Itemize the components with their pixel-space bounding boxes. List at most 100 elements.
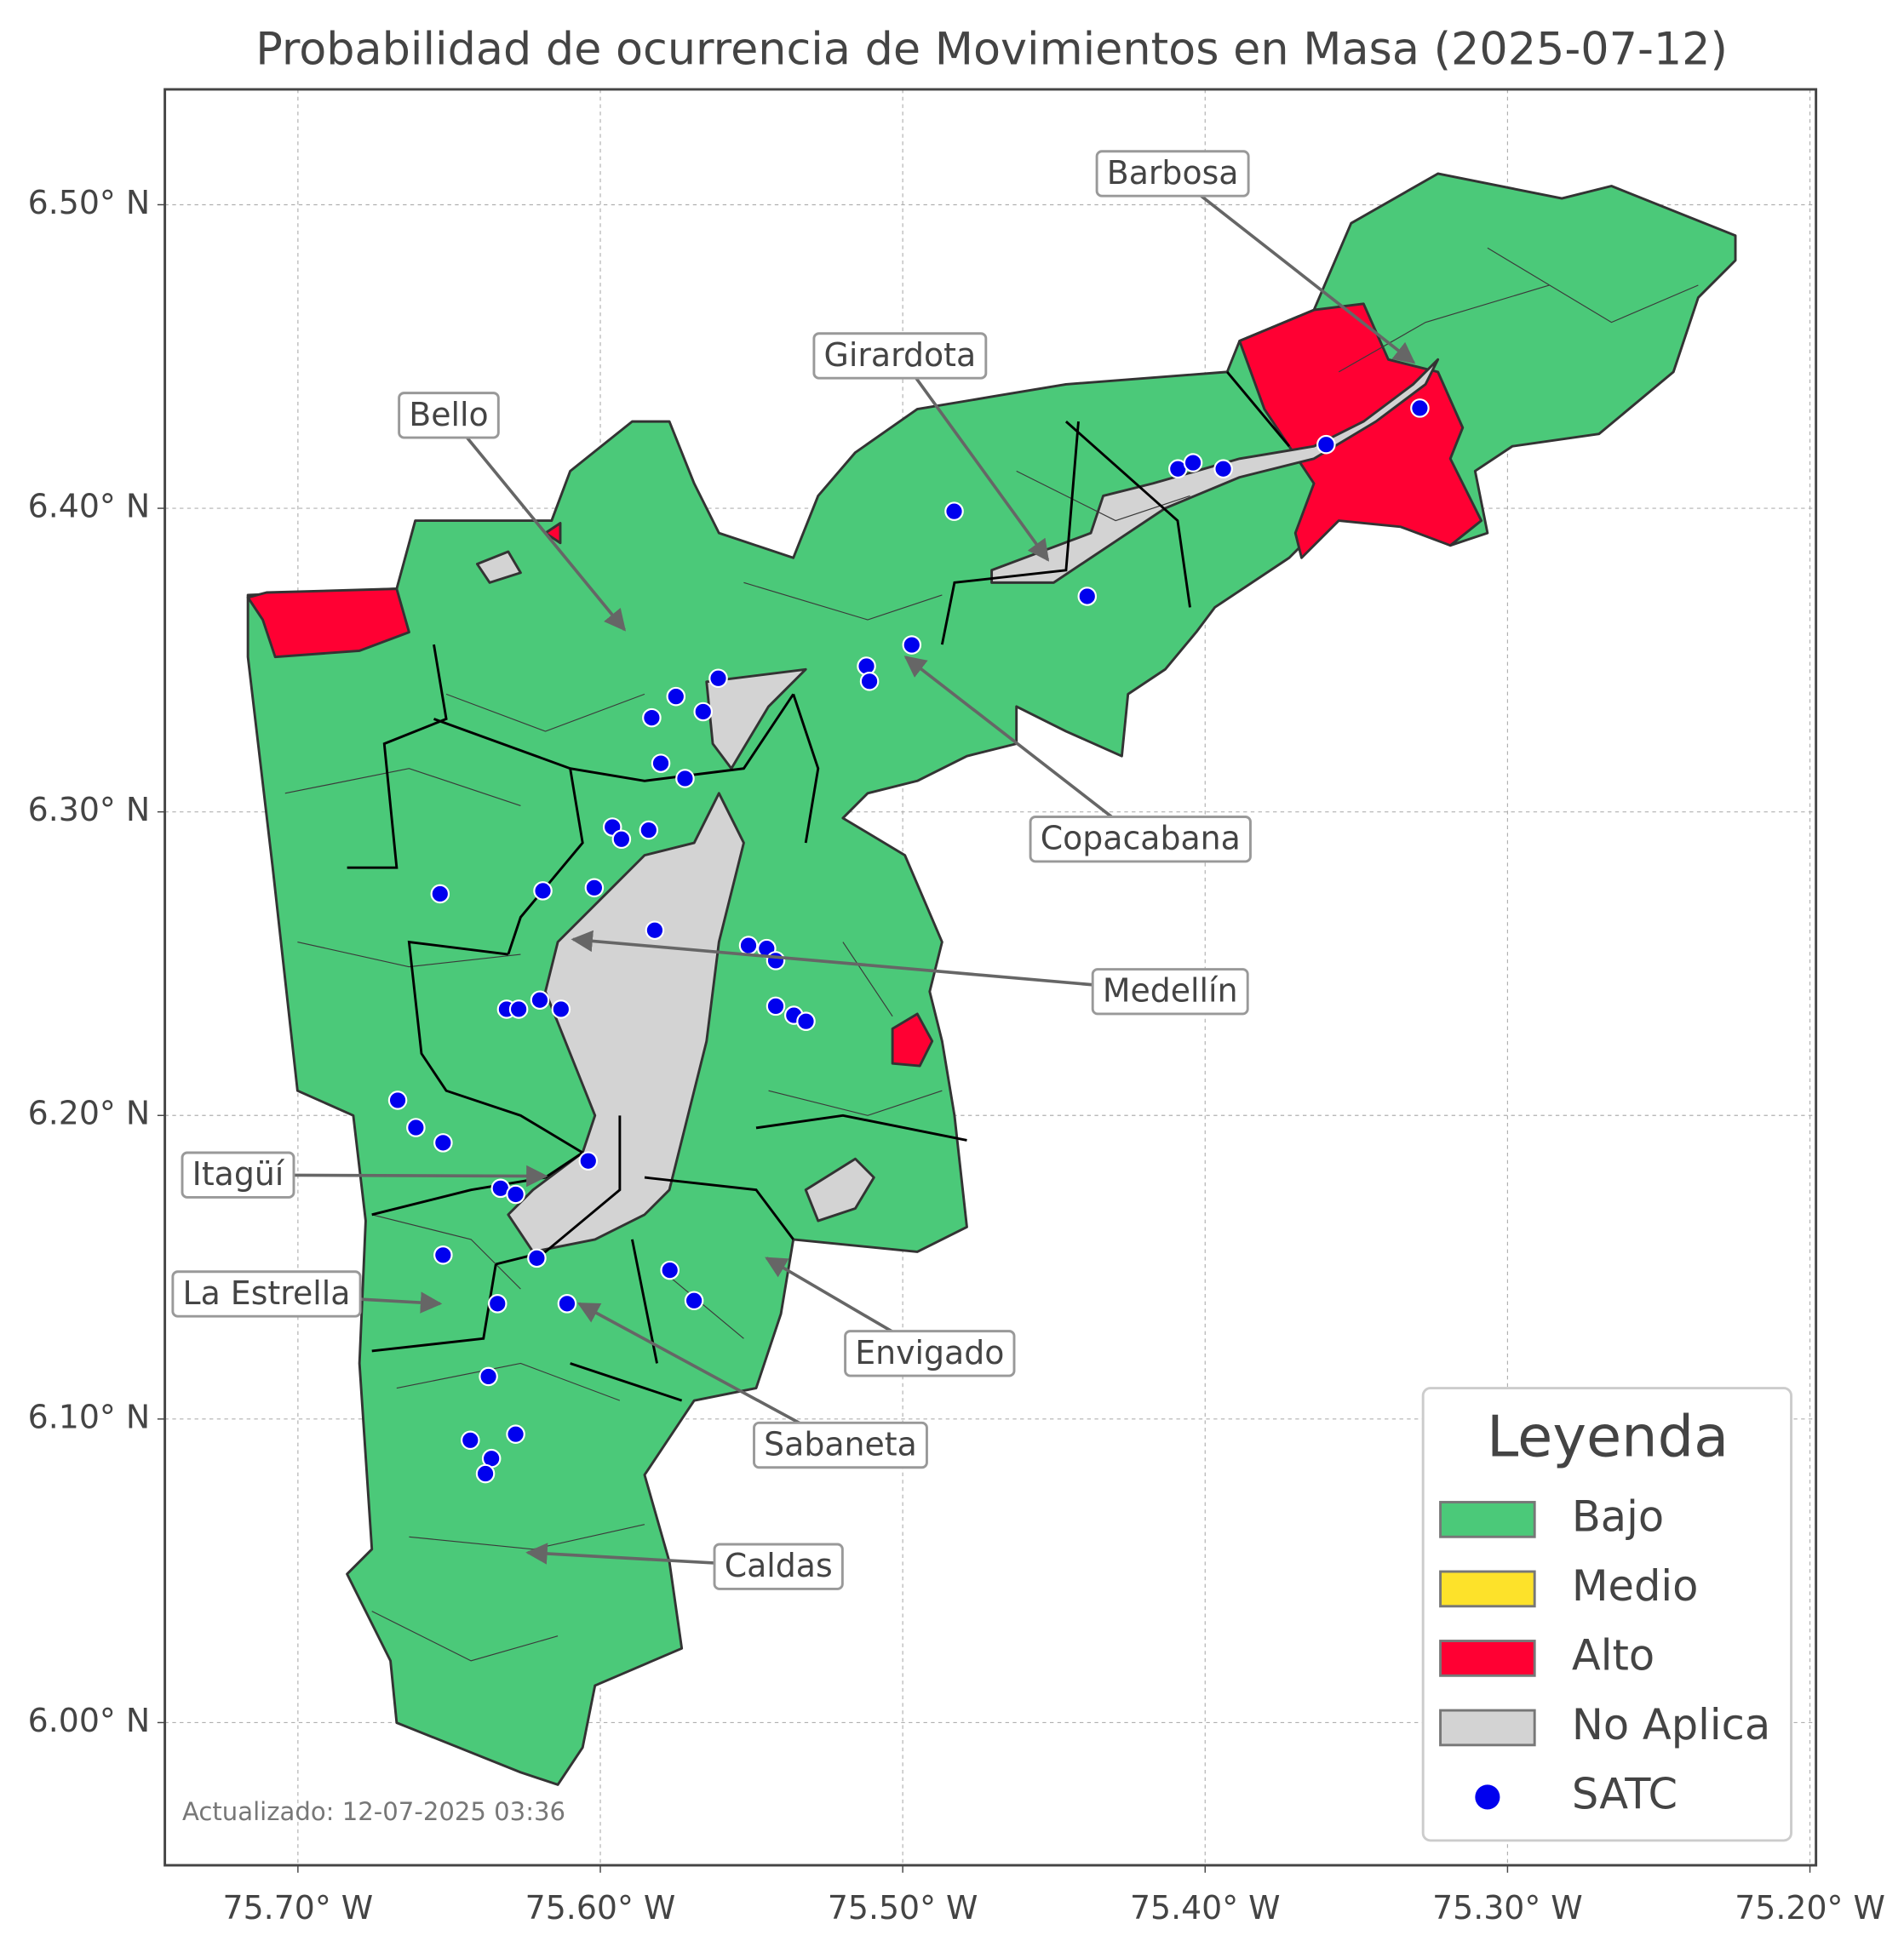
- annotation-label: Itagüí: [192, 1155, 285, 1193]
- satc-point: [430, 884, 450, 904]
- satc-point: [530, 990, 550, 1011]
- plot-frame: [163, 88, 1818, 1867]
- satc-point: [684, 1291, 704, 1311]
- annotation-label: Bello: [409, 396, 488, 433]
- annotation-label: Sabaneta: [764, 1426, 917, 1463]
- satc-point: [1213, 459, 1233, 478]
- satc-markers: [387, 398, 1430, 1484]
- x-tick-label: 75.20° W: [1735, 1889, 1885, 1927]
- legend-title: Leyenda: [1487, 1403, 1729, 1469]
- legend-label: No Aplica: [1572, 1700, 1770, 1749]
- satc-point: [479, 1366, 498, 1387]
- regions: [246, 172, 1737, 1786]
- annotation-arrow: [571, 930, 1171, 993]
- satc-point: [506, 1184, 525, 1205]
- annotation-box: [398, 392, 500, 439]
- x-tick-label: 75.60° W: [525, 1889, 676, 1927]
- annotation-box: [1095, 150, 1250, 198]
- annotation-label: La Estrella: [183, 1274, 351, 1312]
- region-alto: [246, 587, 410, 659]
- annotation-label: Medellín: [1103, 972, 1238, 1010]
- y-tick-label: 6.30° N: [28, 791, 150, 828]
- satc-point: [766, 996, 786, 1016]
- y-tick-label: 6.00° N: [28, 1702, 150, 1739]
- x-tick-label: 75.30° W: [1432, 1889, 1583, 1927]
- satc-point: [387, 1091, 408, 1110]
- annotation-box: [844, 1330, 1016, 1377]
- axes: 75.70° W 75.60° W 75.50° W 75.40° W 75.30° W…: [28, 184, 1885, 1927]
- satc-point: [475, 1463, 496, 1484]
- y-tick-label: 6.20° N: [28, 1095, 150, 1132]
- footnote: Actualizado: 12-07-2025 03:36: [182, 1797, 565, 1826]
- satc-point: [1183, 453, 1203, 472]
- annotation-box: [713, 1543, 844, 1590]
- legend-marker: [1475, 1784, 1500, 1810]
- annotation-label: Caldas: [725, 1547, 833, 1584]
- satc-point: [642, 707, 662, 728]
- annotation-box: [171, 1270, 362, 1318]
- satc-point: [506, 1424, 525, 1444]
- satc-point: [675, 769, 695, 788]
- legend: Leyenda Bajo Medio Alto No Aplica SATC: [1421, 1387, 1792, 1842]
- legend-label: Alto: [1572, 1630, 1655, 1680]
- annotation-arrow: [903, 656, 1142, 841]
- satc-point: [527, 1248, 547, 1268]
- satc-point: [693, 701, 714, 722]
- satc-point: [651, 753, 671, 773]
- satc-point: [944, 501, 964, 521]
- region-no-aplica: [804, 1157, 875, 1222]
- satc-point: [578, 1151, 599, 1171]
- annotation-arrow: [576, 1302, 841, 1447]
- y-tick-label: 6.50° N: [28, 184, 150, 221]
- region-alto: [544, 522, 562, 545]
- legend-swatch: [1439, 1501, 1536, 1538]
- satc-point: [584, 878, 605, 898]
- map-title: Probabilidad de ocurrencia de Movimiento…: [255, 23, 1728, 75]
- annotation-box: [181, 1151, 295, 1199]
- annotation-label: Copacabana: [1041, 820, 1241, 857]
- satc-point: [859, 672, 880, 691]
- annotation-box: [753, 1421, 928, 1469]
- satc-point: [1316, 434, 1336, 455]
- annotation-label: Barbosa: [1107, 154, 1239, 192]
- satc-point: [902, 635, 922, 655]
- satc-point: [708, 668, 728, 689]
- annotation-arrow: [898, 354, 1050, 562]
- region-alto: [891, 1012, 934, 1068]
- satc-point: [1077, 587, 1098, 606]
- satc-point: [766, 951, 786, 970]
- region-no-aplica: [705, 667, 807, 770]
- satc-point: [406, 1118, 426, 1137]
- satc-point: [433, 1245, 453, 1265]
- satc-point: [1410, 398, 1430, 418]
- satc-point: [611, 829, 632, 850]
- satc-point: [508, 999, 529, 1019]
- annotations: Barbosa Girardota Bello Copacabana Medellín I…: [171, 150, 1416, 1590]
- annotation-box: [1029, 816, 1252, 863]
- satc-point: [551, 999, 571, 1019]
- satc-point: [487, 1294, 508, 1314]
- legend-swatch: [1439, 1570, 1536, 1608]
- satc-point: [639, 820, 659, 840]
- legend-label: SATC: [1572, 1769, 1677, 1818]
- x-tick-label: 75.40° W: [1130, 1889, 1281, 1927]
- satc-point: [738, 936, 759, 955]
- annotation-box: [812, 332, 988, 380]
- x-tick-label: 75.50° W: [828, 1889, 978, 1927]
- x-tick-label: 75.70° W: [223, 1889, 374, 1927]
- annotation-arrow: [447, 414, 627, 632]
- annotation-arrow: [1171, 172, 1416, 364]
- region-no-aplica: [476, 550, 522, 584]
- satc-point: [533, 881, 553, 901]
- legend-label: Bajo: [1572, 1492, 1664, 1541]
- satc-point: [645, 920, 665, 941]
- satc-point: [666, 686, 686, 707]
- legend-swatch: [1439, 1709, 1536, 1747]
- satc-point: [433, 1133, 453, 1153]
- legend-swatch: [1439, 1640, 1536, 1677]
- annotation-box: [1091, 968, 1249, 1016]
- y-tick-label: 6.40° N: [28, 488, 150, 525]
- satc-point: [660, 1260, 680, 1280]
